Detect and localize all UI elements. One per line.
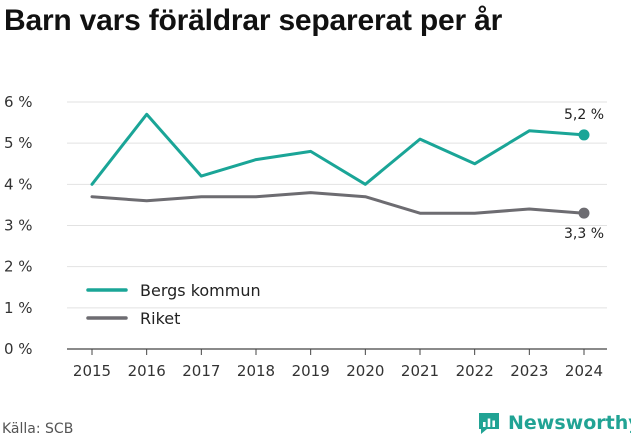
y-tick-label: 1 % xyxy=(4,299,33,317)
y-tick-label: 0 % xyxy=(4,340,33,358)
series-line-2 xyxy=(90,191,586,215)
y-tick-label: 6 % xyxy=(4,93,33,111)
x-tick-label: 2024 xyxy=(565,362,603,380)
legend: Bergs kommun Riket xyxy=(86,281,261,328)
end-value-label-2: 3,3 % xyxy=(564,226,604,242)
series-end-point-1 xyxy=(578,129,590,141)
series-end-point-2 xyxy=(578,207,590,219)
grid-lines xyxy=(67,101,607,350)
legend-label: Riket xyxy=(140,309,180,328)
x-tick-label: 2023 xyxy=(510,362,548,380)
source-note: Källa: SCB xyxy=(2,421,74,437)
chart-title: Barn vars föräldrar separerat per år xyxy=(4,4,503,37)
brand-name: Newsworthy xyxy=(508,412,631,434)
y-tick-label: 4 % xyxy=(4,175,33,193)
x-tick-label: 2016 xyxy=(128,362,166,380)
y-tick-label: 2 % xyxy=(4,258,33,276)
x-tick-label: 2018 xyxy=(237,362,275,380)
y-axis-ticks: 0 % 1 % 2 % 3 % 4 % 5 % 6 % xyxy=(4,93,33,358)
x-tick-label: 2020 xyxy=(346,362,384,380)
series-line-1 xyxy=(90,112,586,186)
x-tick-label: 2017 xyxy=(182,362,220,380)
y-tick-label: 5 % xyxy=(4,134,33,152)
x-tick-label: 2015 xyxy=(73,362,111,380)
x-tick-label: 2022 xyxy=(456,362,494,380)
x-tick-label: 2021 xyxy=(401,362,439,380)
x-tick-label: 2019 xyxy=(292,362,330,380)
y-tick-label: 3 % xyxy=(4,217,33,235)
end-value-label-1: 5,2 % xyxy=(564,107,604,123)
newsworthy-logo-icon xyxy=(479,413,499,434)
legend-label: Bergs kommun xyxy=(140,281,261,300)
series-lines: 5,2 % 3,3 % xyxy=(90,107,604,242)
x-axis-ticks: 2015 2016 2017 2018 2019 2020 2021 2022 2023 2024 xyxy=(73,349,603,380)
brand-logo[interactable]: Newsworthy xyxy=(476,410,631,436)
